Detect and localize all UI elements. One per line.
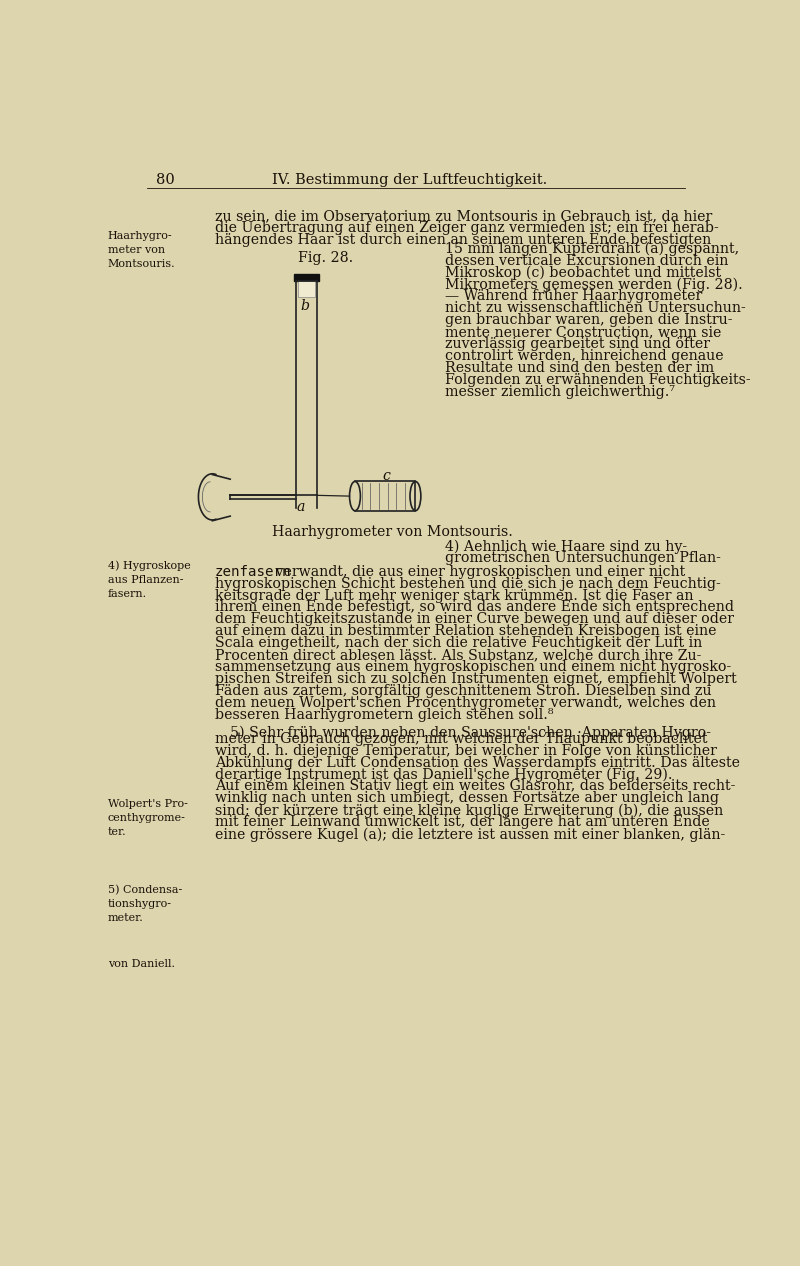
Text: Mikrometers gemessen werden (Fig. 28).: Mikrometers gemessen werden (Fig. 28). (445, 277, 742, 292)
Text: c: c (382, 470, 390, 484)
Text: Fäden aus zartem, sorgfältig geschnittenem Stroh. Dieselben sind zu: Fäden aus zartem, sorgfältig geschnitten… (214, 684, 711, 698)
Text: von Daniell.: von Daniell. (108, 958, 174, 968)
Text: hygroskopischen Schicht bestehen und die sich je nach dem Feuchtig-: hygroskopischen Schicht bestehen und die… (214, 576, 721, 590)
Bar (294, 273, 319, 281)
Text: Scala eingetheilt, nach der sich die relative Feuchtigkeit der Luft in: Scala eingetheilt, nach der sich die rel… (214, 637, 702, 651)
Text: a: a (297, 500, 306, 514)
Bar (296, 281, 317, 495)
Text: eine grössere Kugel (a); die letztere ist aussen mit einer blanken, glän-: eine grössere Kugel (a); die letztere is… (214, 827, 725, 842)
Text: sammensetzung aus einem hygroskopischen und einem nicht hygrosko-: sammensetzung aus einem hygroskopischen … (214, 660, 731, 674)
Text: besseren Haarhygrometern gleich stehen soll.⁸: besseren Haarhygrometern gleich stehen s… (214, 708, 554, 722)
Text: dem Feuchtigkeitszustande in einer Curve bewegen und auf dieser oder: dem Feuchtigkeitszustande in einer Curve… (214, 613, 734, 627)
Text: zu sein, die im Observatorium zu Montsouris in Gebrauch ist, da hier: zu sein, die im Observatorium zu Montsou… (214, 209, 712, 223)
Text: derartige Instrument ist das Daniell'sche Hygrometer (Fig. 29).: derartige Instrument ist das Daniell'sch… (214, 767, 672, 782)
Text: IV. Bestimmung der Luftfeuchtigkeit.: IV. Bestimmung der Luftfeuchtigkeit. (272, 173, 548, 187)
Text: sind; der kürzere trägt eine kleine kuglige Erweiterung (b), die aussen: sind; der kürzere trägt eine kleine kugl… (214, 804, 723, 818)
Text: — Während früher Haarhygrometer: — Während früher Haarhygrometer (445, 290, 702, 304)
Text: Auf einem kleinen Stativ liegt ein weites Glasrohr, das beiderseits recht-: Auf einem kleinen Stativ liegt ein weite… (214, 780, 735, 794)
Text: pischen Streifen sich zu solchen Instrumenten eignet, empfiehlt Wolpert: pischen Streifen sich zu solchen Instrum… (214, 672, 737, 686)
Text: keitsgrade der Luft mehr weniger stark krümmen. Ist die Faser an: keitsgrade der Luft mehr weniger stark k… (214, 589, 693, 603)
Text: wird, d. h. diejenige Temperatur, bei welcher in Folge von künstlicher: wird, d. h. diejenige Temperatur, bei we… (214, 743, 717, 757)
Text: zuverlässig gearbeitet sind und öfter: zuverlässig gearbeitet sind und öfter (445, 337, 710, 351)
Text: Resultate und sind den besten der im: Resultate und sind den besten der im (445, 361, 714, 375)
Text: grometrischen Untersuchungen Pflan-: grometrischen Untersuchungen Pflan- (445, 551, 721, 565)
Text: gen brauchbar waren, geben die Instru-: gen brauchbar waren, geben die Instru- (445, 313, 732, 327)
Text: Wolpert's Pro-
centhygrome-
ter.: Wolpert's Pro- centhygrome- ter. (108, 799, 188, 837)
Text: meter in Gebrauch gezogen, mit welchen der Thaupunkt beobachtet: meter in Gebrauch gezogen, mit welchen d… (214, 732, 707, 746)
Text: mit feiner Leinwand umwickelt ist, der längere hat am unteren Ende: mit feiner Leinwand umwickelt ist, der l… (214, 815, 710, 829)
Text: auf einem dazu in bestimmter Relation stehenden Kreisbogen ist eine: auf einem dazu in bestimmter Relation st… (214, 624, 716, 638)
Text: verwandt, die aus einer hygroskopischen und einer nicht: verwandt, die aus einer hygroskopischen … (271, 565, 686, 579)
Text: 4) Aehnlich wie Haare sind zu hy-: 4) Aehnlich wie Haare sind zu hy- (445, 539, 687, 553)
Bar (298, 281, 315, 298)
Text: winklig nach unten sich umbiegt, dessen Fortsätze aber ungleich lang: winklig nach unten sich umbiegt, dessen … (214, 791, 718, 805)
Text: 80: 80 (156, 173, 174, 187)
Text: Haarhygro-
meter von
Montsouris.: Haarhygro- meter von Montsouris. (108, 232, 175, 270)
Text: hängendes Haar ist durch einen an seinem unteren Ende befestigten: hängendes Haar ist durch einen an seinem… (214, 233, 711, 247)
Text: dessen verticale Excursionen durch ein: dessen verticale Excursionen durch ein (445, 253, 728, 267)
Text: 4) Hygroskope
aus Pflanzen-
fasern.: 4) Hygroskope aus Pflanzen- fasern. (108, 560, 190, 599)
Text: Folgenden zu erwähnenden Feuchtigkeits-: Folgenden zu erwähnenden Feuchtigkeits- (445, 373, 750, 387)
Text: nicht zu wissenschaftlichen Untersuchun-: nicht zu wissenschaftlichen Untersuchun- (445, 301, 746, 315)
Bar (355, 481, 415, 510)
Text: ihrem einen Ende befestigt, so wird das andere Ende sich entsprechend: ihrem einen Ende befestigt, so wird das … (214, 600, 734, 614)
Text: 5) Sehr früh wurden neben den Saussure'schen ·Apparaten Hygro-: 5) Sehr früh wurden neben den Saussure's… (230, 725, 711, 741)
Text: b: b (300, 299, 309, 313)
Text: dem neuen Wolpert'schen Procenthygrometer verwandt, welches den: dem neuen Wolpert'schen Procenthygromete… (214, 696, 716, 710)
Ellipse shape (350, 481, 361, 510)
Text: Haarhygrometer von Montsouris.: Haarhygrometer von Montsouris. (272, 525, 513, 539)
Text: Mikroskop (c) beobachtet und mittelst: Mikroskop (c) beobachtet und mittelst (445, 266, 721, 280)
Text: messer ziemlich gleichwerthig.⁷: messer ziemlich gleichwerthig.⁷ (445, 385, 675, 399)
Text: 15 mm langen Kupferdraht (a) gespannt,: 15 mm langen Kupferdraht (a) gespannt, (445, 242, 739, 256)
Text: zenfasern: zenfasern (214, 565, 291, 579)
Text: Abkühlung der Luft Condensation des Wasserdampfs eintritt. Das älteste: Abkühlung der Luft Condensation des Wass… (214, 756, 740, 770)
Text: Fig. 28.: Fig. 28. (298, 251, 353, 265)
Text: controlirt werden, hinreichend genaue: controlirt werden, hinreichend genaue (445, 349, 723, 363)
Text: 5) Condensa-
tionshygro-
meter.: 5) Condensa- tionshygro- meter. (108, 885, 182, 923)
Text: mente neuerer Construction, wenn sie: mente neuerer Construction, wenn sie (445, 325, 722, 339)
Text: Procenten direct ablesen lässt. Als Substanz, welche durch ihre Zu-: Procenten direct ablesen lässt. Als Subs… (214, 648, 701, 662)
Text: die Uebertragung auf einen Zeiger ganz vermieden ist; ein frei herab-: die Uebertragung auf einen Zeiger ganz v… (214, 220, 718, 234)
